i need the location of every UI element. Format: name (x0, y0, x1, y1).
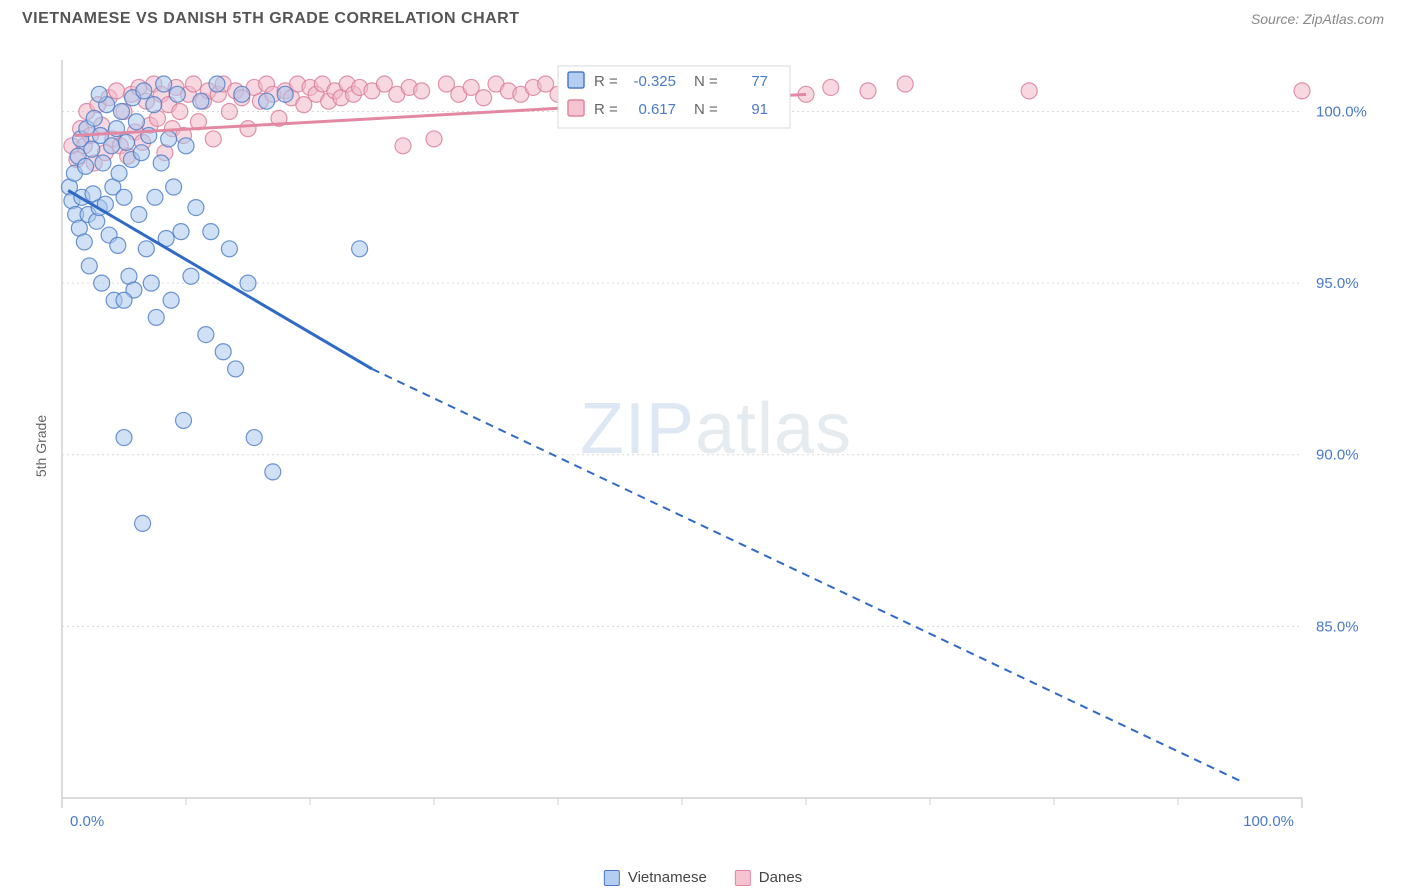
svg-text:0.617: 0.617 (638, 101, 676, 118)
svg-text:N =: N = (694, 73, 718, 90)
chart-title: VIETNAMESE VS DANISH 5TH GRADE CORRELATI… (22, 10, 520, 28)
svg-text:100.0%: 100.0% (1316, 103, 1367, 120)
legend-label: Vietnamese (628, 869, 707, 886)
svg-text:0.0%: 0.0% (70, 813, 104, 830)
svg-text:100.0%: 100.0% (1243, 813, 1294, 830)
svg-text:R =: R = (594, 73, 618, 90)
source-label: Source: ZipAtlas.com (1251, 11, 1384, 27)
svg-text:85.0%: 85.0% (1316, 618, 1359, 635)
chart-area: 85.0% 90.0% 95.0% 100.0% 0.0% 100.0% R = -0.325… (46, 44, 1386, 846)
svg-text:77: 77 (751, 73, 768, 90)
scatter-chart: 85.0% 90.0% 95.0% 100.0% 0.0% 100.0% R = -0.325… (46, 44, 1386, 846)
legend-label: Danes (759, 869, 802, 886)
svg-text:R =: R = (594, 101, 618, 118)
legend-item-danes: Danes (735, 869, 802, 886)
legend-swatch (735, 870, 751, 886)
svg-text:90.0%: 90.0% (1316, 447, 1359, 464)
svg-text:91: 91 (751, 101, 768, 118)
legend-item-vietnamese: Vietnamese (604, 869, 707, 886)
svg-text:-0.325: -0.325 (633, 73, 676, 90)
svg-text:95.0%: 95.0% (1316, 275, 1359, 292)
legend-bottom: Vietnamese Danes (604, 869, 802, 886)
legend-swatch (604, 870, 620, 886)
svg-text:N =: N = (694, 101, 718, 118)
